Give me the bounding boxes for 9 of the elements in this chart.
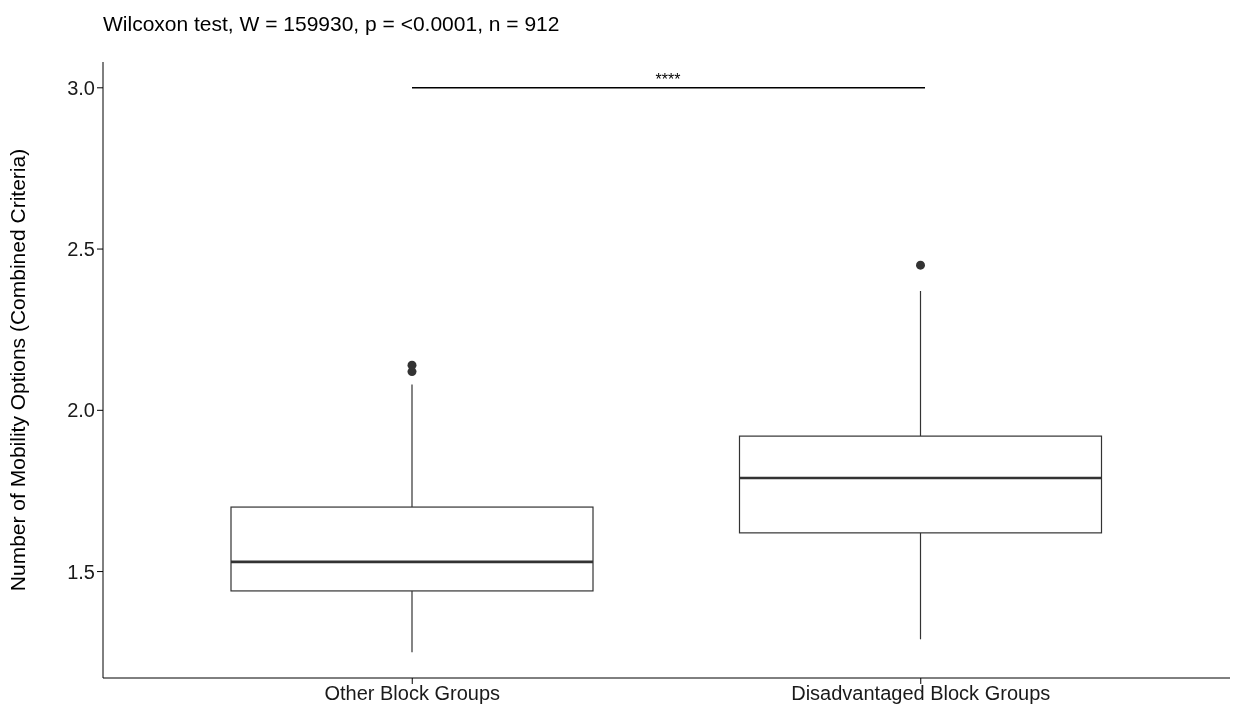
chart-title: Wilcoxon test, W = 159930, p = <0.0001, n = 912	[103, 12, 560, 36]
annotation: ****	[655, 70, 681, 88]
y-axis-title: Number of Mobility Options (Combined Criteria)	[6, 148, 30, 592]
y-tick-label: 2.0	[67, 399, 95, 422]
y-tick-label: 3.0	[67, 76, 95, 99]
x-tick-label: Disadvantaged Block Groups	[791, 682, 1051, 705]
y-tick-label: 1.5	[67, 560, 95, 583]
y-tick-label: 2.5	[67, 238, 95, 261]
x-tick-label: Other Block Groups	[324, 682, 501, 705]
